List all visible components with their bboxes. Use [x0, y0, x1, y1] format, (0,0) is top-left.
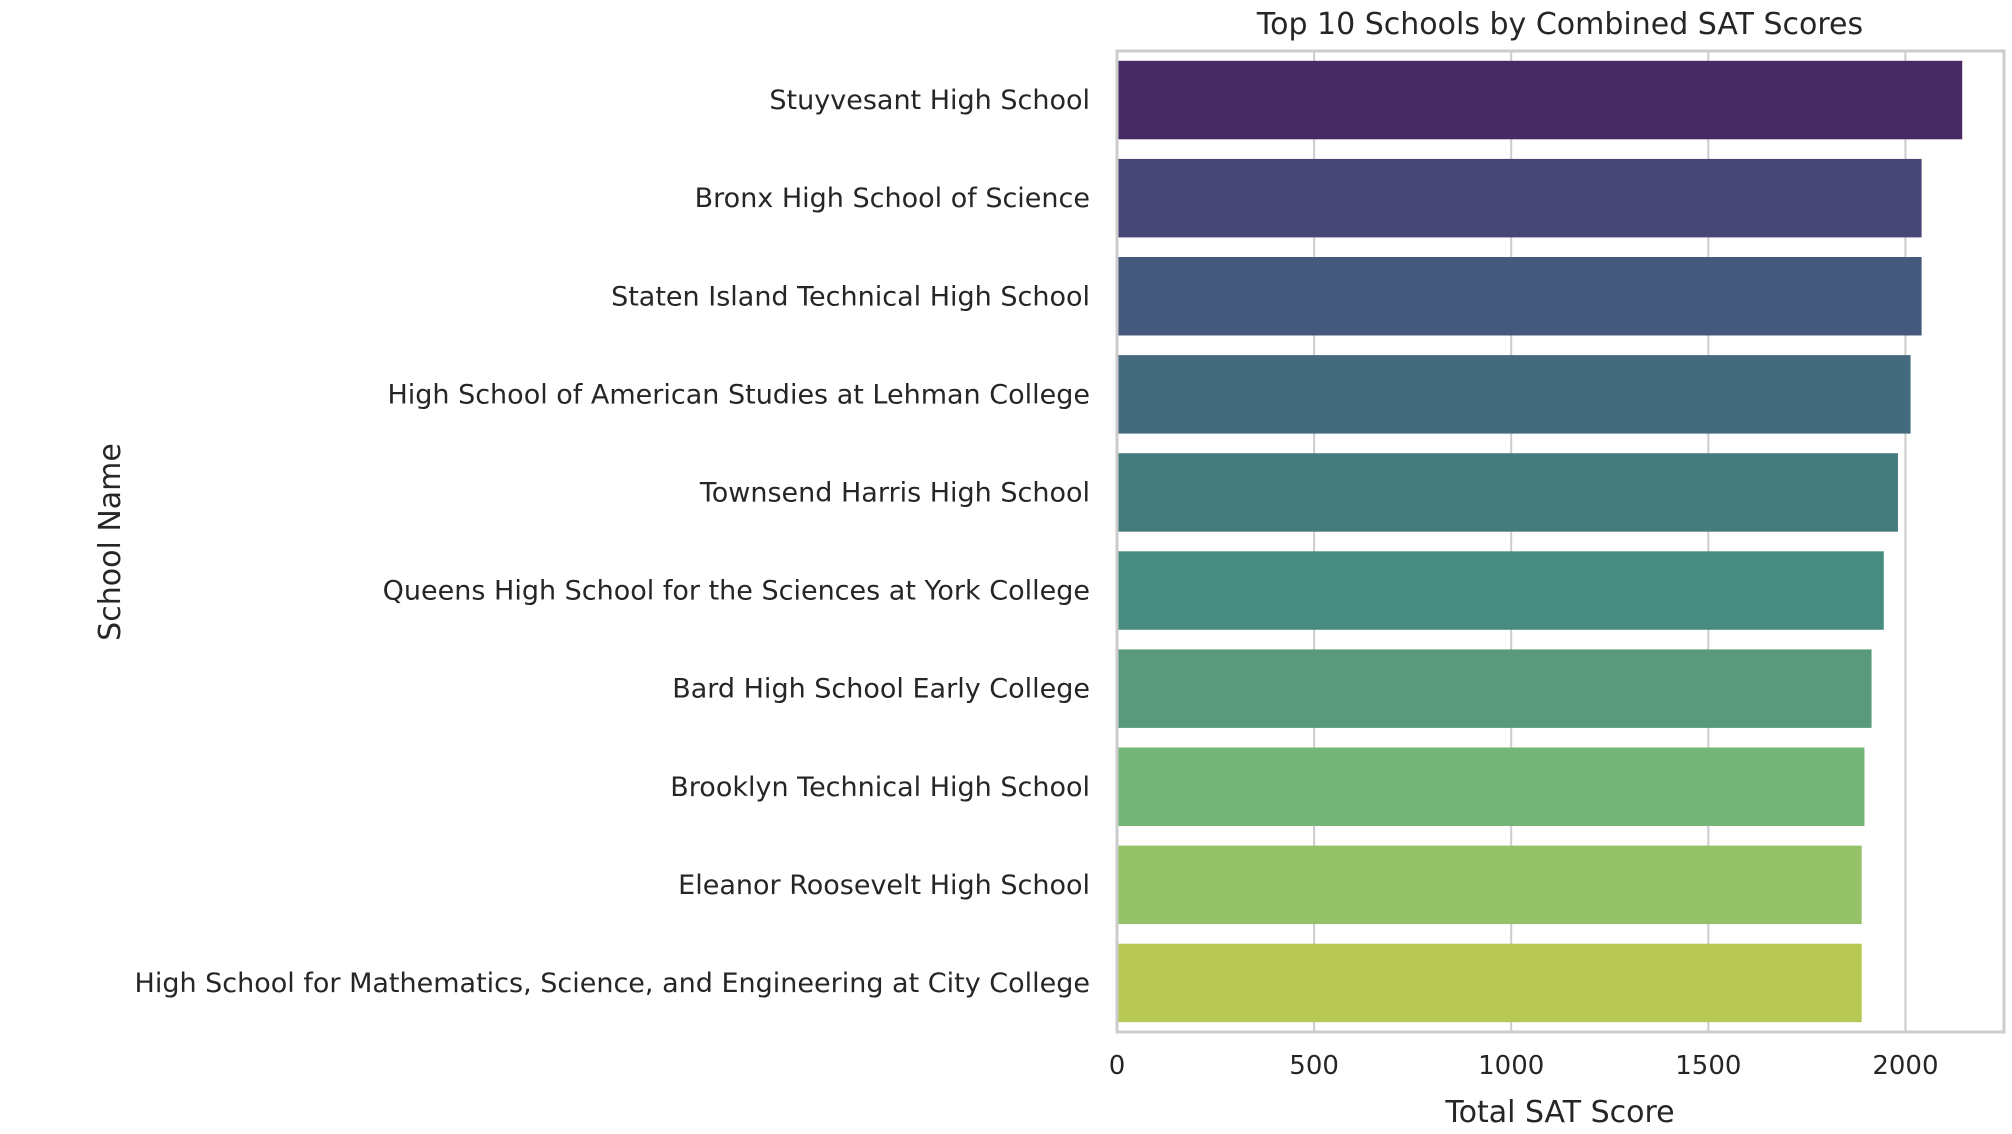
- x-tick-label: 2000: [1872, 1051, 1938, 1081]
- x-tick-label: 1500: [1675, 1051, 1741, 1081]
- bar: [1117, 943, 1862, 1023]
- plot-frame: [1115, 49, 2006, 1034]
- bar: [1117, 158, 1922, 238]
- bar: [1117, 649, 1872, 728]
- category-label: Townsend Harris High School: [699, 477, 1090, 508]
- bar: [1117, 747, 1865, 826]
- x-axis-ticks: 0 500 1000 1500 2000: [1109, 1051, 1939, 1081]
- category-label: Stuyvesant High School: [769, 85, 1090, 116]
- category-label: Bard High School Early College: [672, 674, 1090, 705]
- category-label: Queens High School for the Sciences at Y…: [383, 576, 1090, 607]
- bar: [1117, 453, 1898, 532]
- category-label: Bronx High School of Science: [695, 183, 1090, 214]
- y-axis-label: School Name: [93, 443, 128, 641]
- x-tick-label: 1000: [1478, 1051, 1544, 1081]
- category-label: Eleanor Roosevelt High School: [678, 870, 1090, 901]
- bar: [1117, 845, 1862, 925]
- chart-title: Top 10 Schools by Combined SAT Scores: [1256, 7, 1863, 42]
- bar: [1117, 60, 1963, 140]
- bars-group: [1117, 60, 1963, 1023]
- bar: [1117, 551, 1884, 630]
- x-axis-label: Total SAT Score: [1444, 1095, 1674, 1130]
- x-tick-label: 500: [1289, 1051, 1339, 1081]
- bar: [1117, 257, 1922, 336]
- category-label: Brooklyn Technical High School: [670, 772, 1090, 803]
- x-tick-label: 0: [1109, 1051, 1126, 1081]
- category-label: Staten Island Technical High School: [611, 281, 1090, 312]
- y-axis-category-labels: Stuyvesant High School Bronx High School …: [135, 85, 1090, 999]
- bar: [1117, 355, 1911, 434]
- category-label: High School for Mathematics, Science, an…: [135, 968, 1090, 999]
- category-label: High School of American Studies at Lehma…: [387, 379, 1090, 410]
